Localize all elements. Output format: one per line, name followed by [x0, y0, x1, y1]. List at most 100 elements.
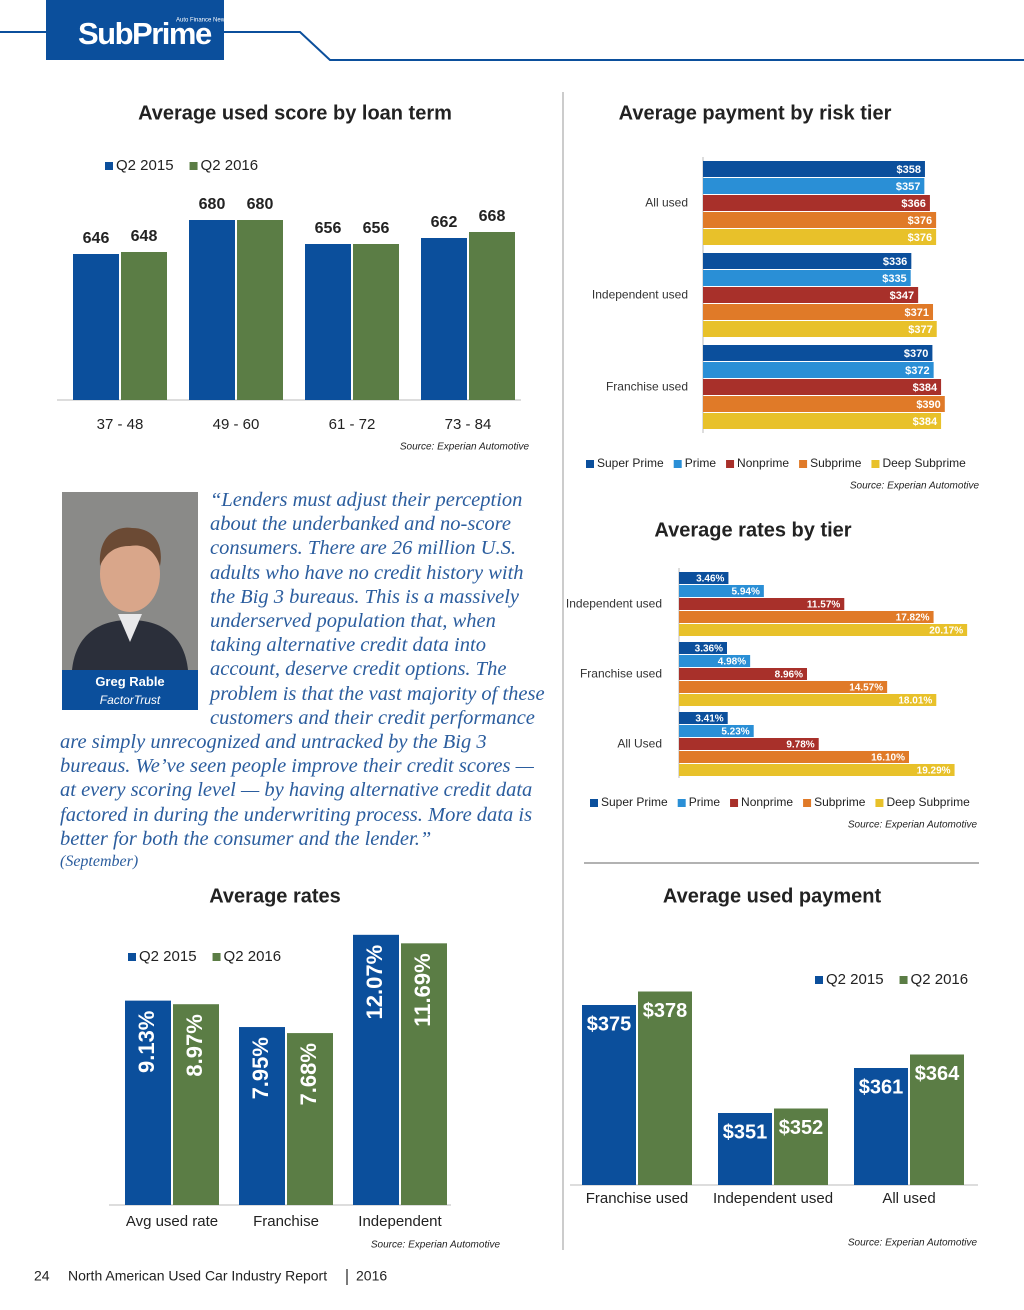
x-tick-label: Avg used rate — [126, 1213, 218, 1230]
data-label: $370 — [904, 348, 928, 360]
data-label: 3.46% — [696, 574, 724, 585]
bar — [353, 934, 399, 1205]
source-note: Source: Experian Automotive — [848, 820, 978, 831]
chart-title: Average rates by tier — [654, 519, 851, 541]
data-label: 17.82% — [896, 613, 930, 624]
bar — [679, 572, 729, 584]
bar — [703, 270, 911, 286]
x-tick-label: 49 - 60 — [213, 416, 260, 433]
bar — [421, 238, 467, 400]
bar — [679, 751, 909, 763]
legend-swatch — [673, 460, 682, 468]
data-label: $375 — [587, 1013, 632, 1035]
data-label: $352 — [779, 1117, 824, 1139]
data-label: $390 — [916, 399, 940, 411]
legend-label: Q2 2015 — [116, 157, 174, 174]
data-label: 648 — [131, 228, 158, 245]
legend-label: Q2 2016 — [201, 157, 259, 174]
x-tick-label: Independent used — [713, 1190, 833, 1207]
data-label: $336 — [883, 256, 907, 268]
quote-date: (September) — [60, 853, 139, 871]
legend-swatch — [105, 162, 113, 170]
data-label: 5.23% — [721, 727, 749, 738]
data-label: 14.57% — [849, 683, 883, 694]
logo: SubPrime — [78, 16, 212, 51]
bar — [679, 611, 934, 623]
legend-label: Super Prime — [597, 456, 664, 470]
legend-swatch — [590, 799, 598, 807]
data-label: 680 — [199, 196, 226, 213]
bar — [679, 598, 845, 610]
chart-title: Average rates — [209, 885, 341, 907]
bar — [703, 362, 934, 378]
caption: Greg Rable FactorTrust — [62, 670, 198, 710]
data-label: $335 — [882, 273, 906, 285]
header-rule — [0, 31, 1024, 61]
legend-swatch — [799, 460, 808, 468]
source-note: Source: Experian Automotive — [848, 1238, 978, 1249]
data-label: 18.01% — [898, 696, 932, 707]
data-label: 20.17% — [929, 626, 963, 637]
bar — [703, 178, 925, 194]
data-label: 3.36% — [695, 644, 723, 655]
source-note: Source: Experian Automotive — [850, 481, 980, 492]
data-label: 9.78% — [786, 740, 814, 751]
source-note: Source: Experian Automotive — [400, 442, 530, 453]
legend-swatch — [815, 976, 823, 984]
portrait-image — [62, 492, 198, 670]
x-tick-label: Independent — [358, 1213, 442, 1230]
legend-label: Prime — [689, 795, 721, 809]
data-label: $372 — [905, 365, 929, 377]
data-label: $384 — [913, 416, 938, 428]
data-label: 4.98% — [718, 657, 746, 668]
chart-title: Average used payment — [663, 885, 882, 907]
legend-swatch — [212, 953, 221, 961]
y-tick-label: Independent used — [566, 597, 662, 611]
legend-label: Deep Subprime — [882, 456, 966, 470]
bar — [703, 195, 930, 211]
data-label: $364 — [915, 1063, 960, 1085]
bar — [638, 991, 692, 1185]
data-label: 7.95% — [248, 1037, 273, 1099]
chart-title: Average payment by risk tier — [619, 102, 892, 124]
bar — [173, 1004, 219, 1205]
bar — [469, 232, 515, 400]
bar — [305, 244, 351, 400]
bar — [679, 655, 751, 667]
bar — [582, 1005, 636, 1185]
data-label: 656 — [363, 220, 390, 237]
bar — [910, 1054, 964, 1185]
legend-swatch — [803, 799, 812, 807]
legend-label: Subprime — [814, 795, 866, 809]
bar — [703, 253, 912, 269]
bar — [401, 943, 447, 1205]
y-tick-label: Independent used — [592, 288, 688, 302]
data-label: 9.13% — [134, 1011, 159, 1073]
bar — [703, 304, 934, 320]
x-tick-label: Franchise — [253, 1213, 319, 1230]
y-tick-label: Franchise used — [580, 667, 662, 681]
logo-box — [46, 0, 224, 60]
chart-title: Average used score by loan term — [138, 102, 452, 124]
x-tick-label: 37 - 48 — [97, 416, 144, 433]
legend-label: Q2 2015 — [826, 971, 884, 988]
bar — [703, 212, 937, 228]
bar — [774, 1108, 828, 1185]
bar — [703, 161, 925, 177]
data-label: 7.68% — [296, 1043, 321, 1105]
bar — [679, 712, 728, 724]
data-label: $366 — [901, 198, 925, 210]
data-label: 668 — [479, 208, 506, 225]
data-label: $361 — [859, 1076, 904, 1098]
bar — [703, 345, 933, 361]
y-tick-label: All Used — [617, 737, 662, 751]
bar — [679, 738, 819, 750]
source-note: Source: Experian Automotive — [371, 1240, 501, 1251]
data-label: 656 — [315, 220, 342, 237]
bar — [679, 694, 937, 706]
data-label: 646 — [83, 230, 110, 247]
legend-swatch — [677, 799, 686, 807]
data-label: $376 — [908, 215, 932, 227]
bar — [679, 764, 955, 776]
data-label: $376 — [908, 232, 932, 244]
